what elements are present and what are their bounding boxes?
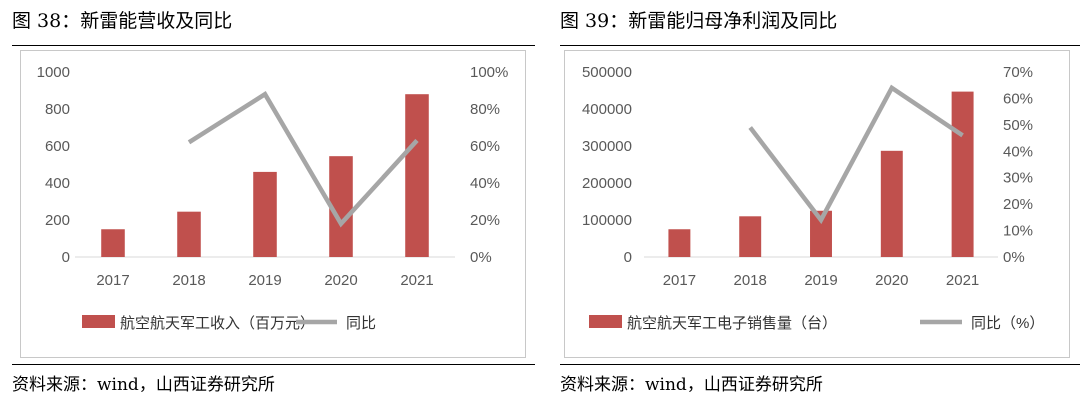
- y-tick-label-right: 80%: [470, 101, 500, 118]
- source-rule: [560, 364, 1080, 365]
- y-tick-label-left: 500000: [582, 64, 632, 81]
- x-tick-label: 2019: [804, 272, 837, 289]
- x-tick-label: 2020: [875, 272, 908, 289]
- x-tick-label: 2017: [96, 272, 129, 289]
- x-tick-label: 2021: [946, 272, 979, 289]
- y-tick-label-left: 400: [45, 175, 70, 192]
- y-tick-label-right: 30%: [1003, 170, 1033, 187]
- revenue-chart: 1000 800 600 400 200 0 100% 80% 60% 40% 20% 0% 2017 2…: [37, 64, 509, 332]
- legend-swatch-bar: [82, 315, 115, 328]
- legend-label: 同比（%）: [971, 315, 1044, 332]
- y-tick-label-right: 60%: [470, 138, 500, 155]
- figure-title: 图 39：新雷能归母净利润及同比: [560, 10, 838, 32]
- x-tick-label: 2017: [663, 272, 696, 289]
- legend-swatch-bar: [589, 315, 622, 328]
- x-tick-label: 2021: [400, 272, 433, 289]
- bar: [329, 156, 353, 257]
- y-tick-label-right: 60%: [1003, 90, 1033, 107]
- chart-frame: [20, 50, 526, 358]
- bar: [951, 91, 974, 257]
- source-note: 资料来源：wind，山西证券研究所: [560, 375, 823, 395]
- chart-panel-left: 图 38：新雷能营收及同比 1000 800 600 400 200 0 100% 80% 60…: [0, 0, 535, 404]
- bar: [739, 216, 762, 257]
- title-rule: [12, 45, 535, 46]
- bar: [810, 210, 832, 257]
- x-tick-label: 2018: [734, 272, 767, 289]
- y-tick-label-right: 10%: [1003, 223, 1033, 240]
- y-tick-label-left: 0: [62, 249, 70, 266]
- sales-volume-chart: 500000 400000 300000 200000 100000 0 70% 60% 50%…: [582, 64, 1044, 332]
- y-tick-label-right: 50%: [1003, 117, 1033, 134]
- y-tick-label-left: 0: [624, 249, 632, 266]
- legend-label: 航空航天军工电子销售量（台）: [627, 315, 837, 332]
- y-tick-label-right: 0%: [470, 249, 492, 266]
- x-tick-label: 2019: [248, 272, 281, 289]
- y-tick-label-right: 40%: [470, 175, 500, 192]
- source-note: 资料来源：wind，山西证券研究所: [12, 375, 275, 395]
- y-tick-label-left: 100000: [582, 212, 632, 229]
- y-tick-label-left: 200: [45, 212, 70, 229]
- y-tick-label-left: 600: [45, 138, 70, 155]
- series-line: [748, 84, 964, 225]
- y-tick-label-left: 200000: [582, 175, 632, 192]
- bar: [177, 211, 201, 257]
- legend-label: 同比: [346, 315, 376, 332]
- series-line: [187, 91, 419, 228]
- bar: [668, 229, 691, 257]
- x-tick-label: 2020: [324, 272, 357, 289]
- y-tick-label-right: 20%: [1003, 196, 1033, 213]
- figure-title: 图 38：新雷能营收及同比: [12, 10, 233, 32]
- y-tick-label-right: 70%: [1003, 64, 1033, 81]
- y-tick-label-left: 400000: [582, 101, 632, 118]
- chart-panel-right: 图 39：新雷能归母净利润及同比 500000 400000 300000 20000…: [548, 0, 1080, 404]
- y-tick-label-right: 0%: [1003, 249, 1025, 266]
- bar: [253, 171, 277, 257]
- bar: [880, 150, 903, 257]
- y-tick-label-left: 300000: [582, 138, 632, 155]
- chart-frame: [564, 50, 1070, 358]
- y-tick-label-right: 40%: [1003, 143, 1033, 160]
- y-tick-label-left: 1000: [37, 64, 70, 81]
- source-rule: [12, 364, 535, 365]
- y-tick-label-right: 100%: [470, 64, 508, 81]
- bar: [405, 94, 429, 257]
- y-tick-label-left: 800: [45, 101, 70, 118]
- bar: [101, 229, 125, 257]
- y-tick-label-right: 20%: [470, 212, 500, 229]
- legend-label: 航空航天军工收入（百万元）: [120, 315, 315, 332]
- x-tick-label: 2018: [172, 272, 205, 289]
- title-rule: [560, 45, 1080, 46]
